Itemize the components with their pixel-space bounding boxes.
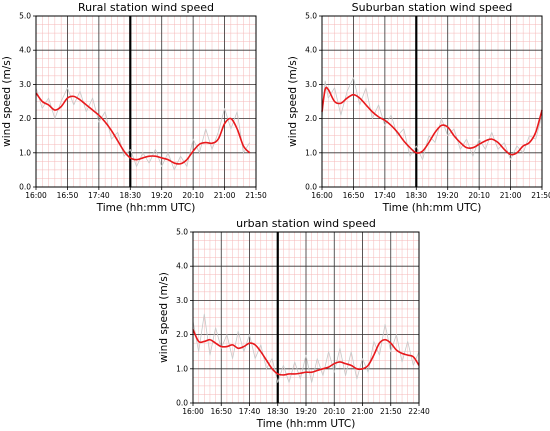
- x-tick-label: 20:10: [468, 191, 490, 200]
- x-tick-label: 21:50: [380, 407, 402, 416]
- chart-panel-3: 16:00 16:50 17:40 18:30 19:20 20:10 21:00 21:50…: [158, 217, 430, 430]
- minor-grid: [321, 15, 543, 188]
- y-tick-label: 0.0: [19, 183, 31, 192]
- x-tick-label: 16:50: [57, 191, 79, 200]
- x-tick-label: 16:00: [25, 191, 47, 200]
- x-tick-label: 22:40: [408, 407, 430, 416]
- chart-title: Rural station wind speed: [78, 1, 214, 14]
- x-tick-label: 21:50: [531, 191, 550, 200]
- x-tick-label: 18:30: [267, 407, 289, 416]
- plot-frame: [35, 15, 257, 188]
- y-tick-label: 2.0: [19, 114, 31, 123]
- x-tick-label: 19:20: [151, 191, 173, 200]
- chart-panel-2: 16:00 16:50 17:40 18:30 19:20 20:10 21:00 21:5 0…: [287, 1, 550, 214]
- x-tick-label: 19:20: [295, 407, 317, 416]
- x-tick-label: 16:00: [311, 191, 333, 200]
- series-smoothed: [192, 329, 420, 376]
- y-tick-label: 4.0: [176, 262, 188, 271]
- y-axis-label: wind speed (m/s): [287, 56, 299, 147]
- x-tick-label: 20:10: [323, 407, 345, 416]
- y-axis-label: wind speed (m/s): [1, 56, 13, 147]
- y-tick-label: 4.0: [305, 46, 317, 55]
- x-tick-label: 20:10: [182, 191, 204, 200]
- y-tick-label: 2.0: [176, 330, 188, 339]
- chart-title: urban station wind speed: [236, 217, 376, 230]
- y-tick-label: 0.0: [305, 183, 317, 192]
- series-smoothed: [321, 86, 543, 156]
- x-axis-label: Time (hh:mm UTC): [256, 418, 356, 430]
- x-tick-label: 16:50: [210, 407, 232, 416]
- y-tick-label: 5.0: [19, 12, 31, 21]
- y-tick-label: 2.0: [305, 114, 317, 123]
- y-tick-label: 1.0: [305, 148, 317, 157]
- y-axis-label: wind speed (m/s): [158, 272, 170, 363]
- x-tick-label: 16:00: [182, 407, 204, 416]
- minor-grid: [35, 15, 257, 188]
- x-axis-label: Time (hh:mm UTC): [382, 202, 482, 214]
- series-raw: [321, 77, 543, 161]
- series-raw: [35, 87, 251, 171]
- y-tick-label: 3.0: [176, 296, 188, 305]
- x-tick-label: 16:50: [343, 191, 365, 200]
- chart-panel-1: 16:00 16:50 17:40 18:30 19:20 20:10 21:00 21:50…: [1, 1, 267, 214]
- plot-frame: [321, 15, 543, 188]
- x-tick-label: 21:00: [214, 191, 236, 200]
- x-tick-label: 19:20: [437, 191, 459, 200]
- y-tick-label: 4.0: [19, 46, 31, 55]
- x-tick-label: 17:40: [374, 191, 396, 200]
- x-tick-label: 18:30: [405, 191, 427, 200]
- y-tick-label: 3.0: [305, 80, 317, 89]
- series-raw: [192, 313, 420, 383]
- y-tick-label: 1.0: [176, 364, 188, 373]
- y-tick-label: 5.0: [305, 12, 317, 21]
- x-tick-label: 17:40: [88, 191, 110, 200]
- x-axis-label: Time (hh:mm UTC): [96, 202, 196, 214]
- x-tick-label: 21:50: [245, 191, 267, 200]
- x-tick-label: 18:30: [119, 191, 141, 200]
- y-tick-label: 0.0: [176, 399, 188, 408]
- x-tick-label: 17:40: [239, 407, 261, 416]
- chart-title: Suburban station wind speed: [352, 1, 513, 14]
- series-smoothed: [35, 92, 251, 165]
- y-tick-label: 5.0: [176, 228, 188, 237]
- x-tick-label: 21:00: [500, 191, 522, 200]
- x-tick-label: 21:00: [352, 407, 374, 416]
- y-tick-label: 3.0: [19, 80, 31, 89]
- y-tick-label: 1.0: [19, 148, 31, 157]
